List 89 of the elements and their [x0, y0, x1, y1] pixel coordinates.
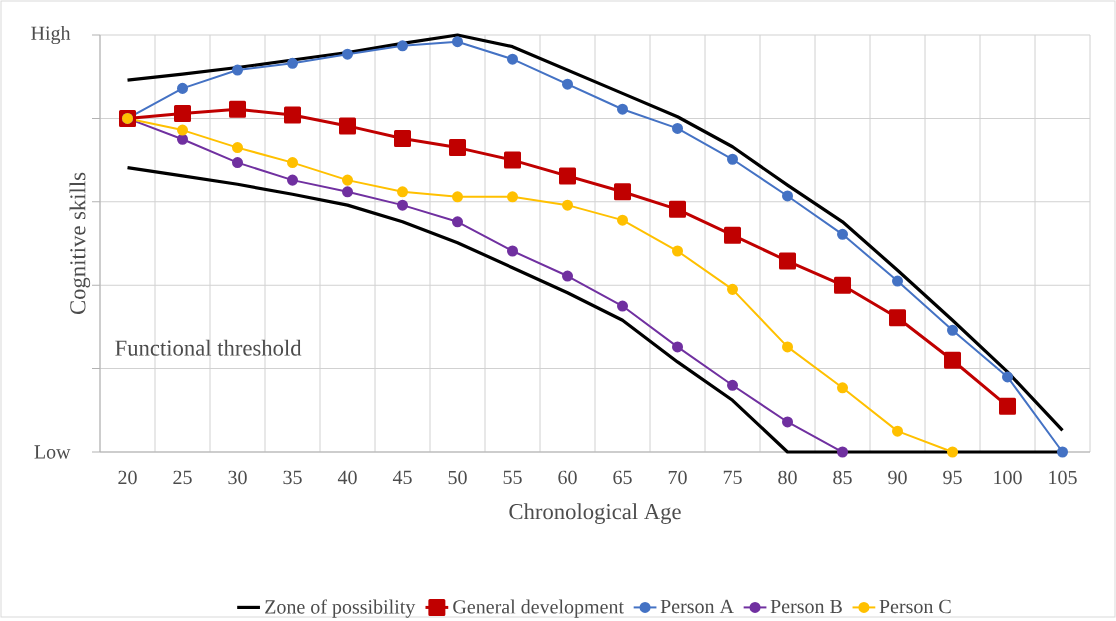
point	[287, 57, 299, 69]
point	[507, 191, 519, 203]
point	[947, 324, 959, 336]
x-tick-label: 30	[228, 470, 247, 485]
point	[177, 82, 189, 94]
x-tick-label: 80	[778, 470, 797, 485]
point	[889, 309, 907, 327]
annotation: Functional threshold	[115, 339, 302, 356]
point	[559, 167, 577, 185]
x-tick-label: 85	[833, 470, 852, 485]
point	[394, 130, 412, 148]
point	[177, 133, 189, 145]
x-axis-title: Chronological Age	[509, 503, 681, 525]
point	[284, 106, 302, 124]
x-tick-label: 45	[392, 470, 412, 485]
point	[232, 157, 244, 169]
point	[397, 199, 409, 211]
point	[672, 341, 684, 353]
point	[342, 48, 354, 60]
point	[947, 446, 959, 458]
x-tick-label: 20	[118, 470, 137, 485]
text: Low	[34, 445, 71, 459]
point	[1057, 446, 1069, 458]
point	[229, 100, 247, 118]
point	[727, 153, 739, 165]
point	[672, 123, 684, 135]
point	[837, 382, 849, 394]
point	[782, 416, 794, 428]
point	[397, 40, 409, 52]
point	[727, 379, 739, 391]
point	[452, 216, 464, 228]
point	[617, 103, 629, 115]
point	[724, 226, 742, 244]
x-tick-label: 100	[994, 470, 1022, 485]
x-tick-label: 55	[503, 470, 522, 485]
point	[944, 351, 962, 369]
x-tick-label: 75	[723, 470, 742, 485]
point	[562, 78, 574, 90]
point	[614, 183, 632, 201]
legend-label: Person C	[879, 599, 951, 614]
point	[287, 174, 299, 186]
point	[617, 214, 629, 226]
point	[727, 283, 739, 295]
legend-label: General development	[453, 599, 624, 618]
point	[507, 245, 519, 257]
point	[174, 104, 191, 122]
legend-label: Person A	[660, 599, 734, 614]
point	[892, 425, 904, 437]
legend-label: Zone of possibility	[265, 599, 416, 618]
point	[287, 157, 299, 169]
point	[452, 191, 464, 203]
x-tick-label: 70	[668, 470, 687, 485]
point	[999, 397, 1017, 415]
point	[617, 300, 629, 312]
point	[232, 142, 244, 154]
x-tick-label: 95	[943, 470, 962, 485]
point	[177, 124, 189, 136]
point	[504, 151, 522, 169]
text: High	[31, 26, 71, 45]
point	[562, 199, 574, 211]
legend-label: Person B	[770, 599, 842, 614]
point	[339, 117, 356, 135]
point	[232, 64, 244, 76]
point	[449, 139, 467, 157]
point	[782, 341, 794, 353]
x-tick-label: 35	[283, 470, 302, 485]
point	[669, 200, 687, 218]
x-tick-label: 40	[337, 470, 357, 485]
point	[672, 245, 684, 257]
x-tick-label: 60	[558, 470, 577, 485]
x-tick-label: 105	[1049, 470, 1077, 485]
point	[782, 190, 794, 202]
point	[892, 275, 904, 287]
y-axis-title: Cognitive skills	[69, 172, 91, 315]
point	[342, 186, 354, 198]
point	[834, 276, 852, 294]
point	[779, 252, 797, 270]
point	[562, 270, 574, 282]
x-tick-label: 50	[448, 470, 467, 485]
point	[507, 53, 519, 65]
x-tick-label: 90	[888, 470, 907, 485]
point	[342, 174, 354, 186]
point	[1002, 371, 1014, 383]
point	[837, 228, 849, 240]
x-tick-label: 25	[173, 470, 192, 485]
x-tick-label: 65	[613, 470, 632, 485]
point	[397, 186, 409, 198]
point	[452, 36, 464, 48]
point	[837, 446, 849, 458]
